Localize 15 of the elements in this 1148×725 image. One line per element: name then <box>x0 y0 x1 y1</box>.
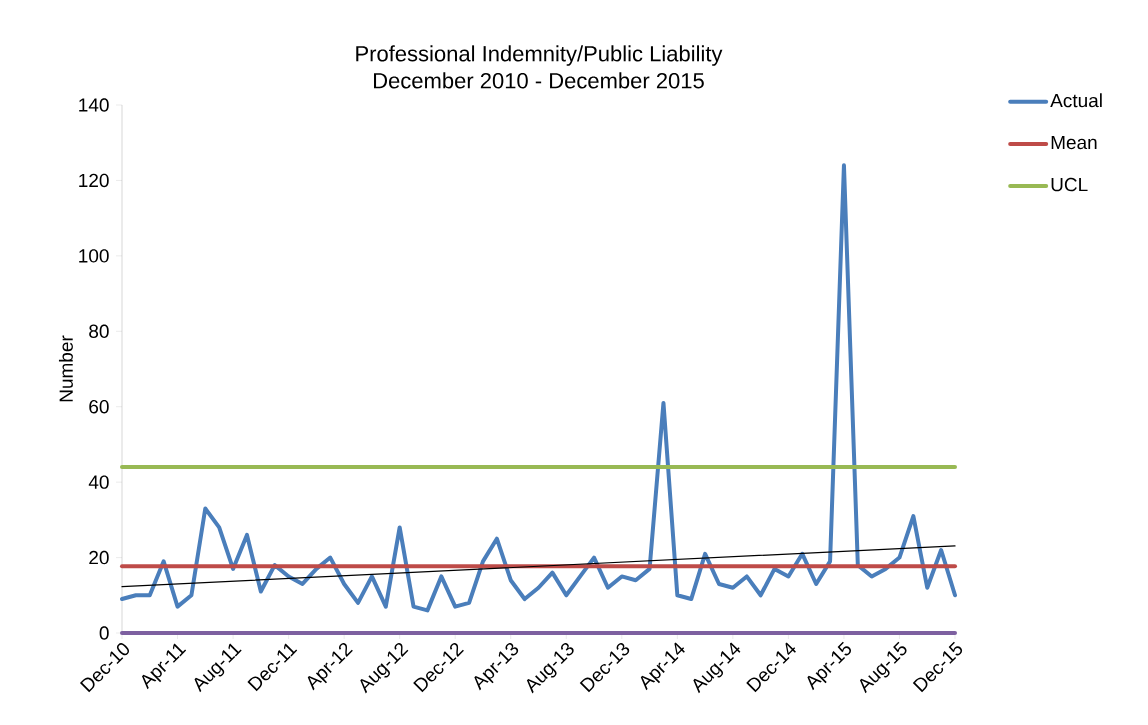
y-tick-label: 100 <box>79 249 109 263</box>
y-tick-label: 40 <box>88 475 109 489</box>
chart-subtitle: December 2010 - December 2015 <box>374 72 704 89</box>
y-tick-label: 140 <box>79 98 109 112</box>
line-series <box>120 163 958 613</box>
y-tick-label: 120 <box>79 173 109 188</box>
y-tick-label: 20 <box>89 550 109 565</box>
legend-label: Actual <box>1050 93 1102 108</box>
legend-label: Mean <box>1051 135 1097 150</box>
chart-title: Professional Indemnity/Public Liability <box>356 45 723 66</box>
y-tick-label: 0 <box>99 626 109 640</box>
y-tick-label: 60 <box>89 399 109 414</box>
y-tick-label: 80 <box>89 324 109 339</box>
legend-label: UCL <box>1051 177 1088 192</box>
y-axis-title: Number <box>58 335 73 402</box>
